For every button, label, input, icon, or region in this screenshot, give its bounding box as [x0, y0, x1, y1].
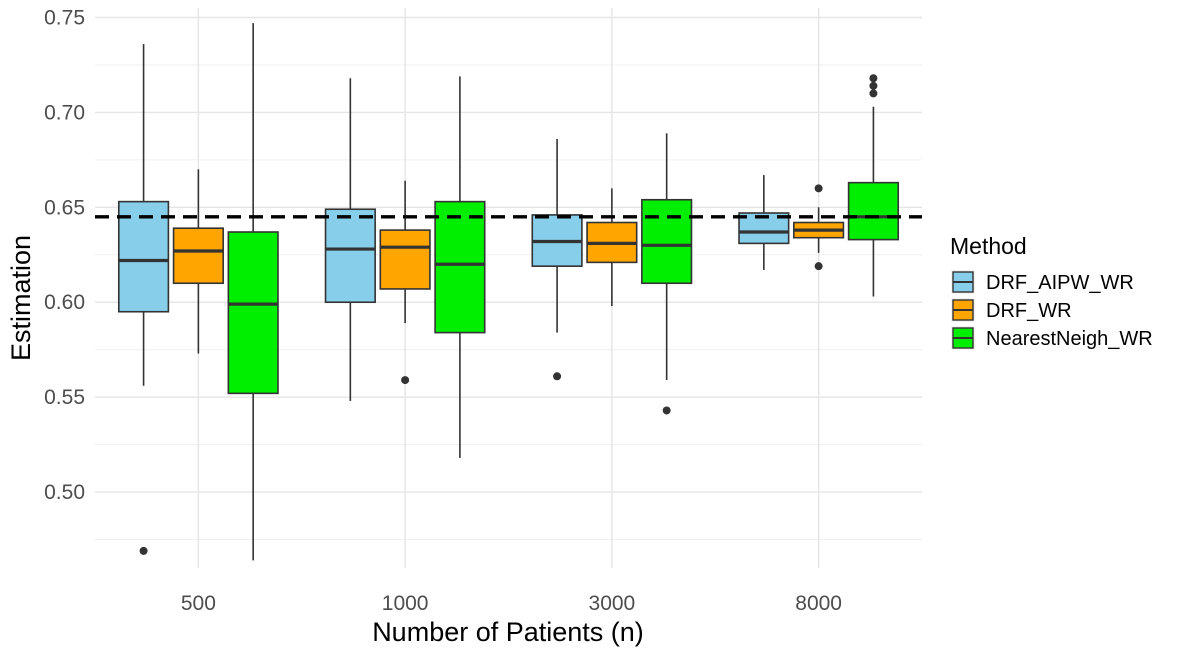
outlier-point — [553, 372, 562, 381]
x-tick-label: 1000 — [382, 592, 429, 615]
box-body — [379, 229, 431, 290]
box-body — [227, 231, 279, 395]
y-axis-title: Estimation — [6, 235, 36, 361]
box-DRF_AIPW_WR-3000 — [531, 138, 583, 381]
outlier-point — [814, 184, 823, 193]
outlier-point — [869, 81, 878, 90]
outlier-point — [814, 262, 823, 271]
box-body — [641, 198, 693, 285]
x-tick-label: 3000 — [589, 592, 636, 615]
outlier-point — [869, 89, 878, 98]
legend-item-DRF_WR: DRF_WR — [951, 298, 1072, 322]
outlier-point — [139, 546, 148, 555]
axes: 0.50 0.55 0.60 0.65 0.70 0.75 500 1000 3000 8000 — [44, 6, 842, 615]
outlier-point — [869, 74, 878, 83]
y-tick-label: 0.60 — [44, 291, 85, 314]
box-DRF_WR-500 — [172, 169, 224, 354]
x-tick-label: 500 — [181, 592, 216, 615]
legend-item-DRF_AIPW_WR: DRF_AIPW_WR — [951, 270, 1134, 294]
box-DRF_WR-3000 — [586, 188, 638, 307]
y-tick-label: 0.70 — [44, 101, 85, 124]
box-NearestNeigh_WR-3000 — [641, 133, 693, 415]
box-NearestNeigh_WR-8000 — [847, 74, 900, 297]
box-DRF_WR-1000 — [379, 180, 431, 385]
x-tick-label: 8000 — [795, 592, 842, 615]
y-tick-label: 0.50 — [44, 481, 85, 504]
legend-label: DRF_WR — [986, 300, 1072, 322]
y-tick-label: 0.65 — [44, 196, 85, 219]
legend-label: NearestNeigh_WR — [986, 328, 1153, 350]
outlier-point — [401, 376, 410, 385]
box-body — [434, 200, 486, 334]
outlier-point — [662, 406, 671, 415]
x-axis-title: Number of Patients (n) — [372, 617, 644, 647]
box-DRF_AIPW_WR-1000 — [324, 78, 376, 401]
box-DRF_AIPW_WR-500 — [117, 44, 170, 555]
box-body — [324, 208, 376, 304]
legend-item-NearestNeigh_WR: NearestNeigh_WR — [951, 326, 1153, 350]
legend-label: DRF_AIPW_WR — [986, 272, 1134, 294]
y-tick-label: 0.75 — [44, 6, 85, 29]
box-DRF_AIPW_WR-8000 — [738, 175, 790, 270]
box-NearestNeigh_WR-500 — [227, 23, 279, 561]
box-DRF_WR-8000 — [793, 184, 845, 271]
grid-lines — [95, 8, 922, 568]
box-body — [847, 181, 900, 241]
box-body — [117, 200, 170, 313]
legend-title: Method — [950, 233, 1027, 259]
legend: Method DRF_AIPW_WR DRF_WR NearestNeigh_WR — [950, 233, 1153, 350]
y-tick-label: 0.55 — [44, 386, 85, 409]
plot-area — [117, 23, 900, 561]
box-body — [172, 227, 224, 285]
box-NearestNeigh_WR-1000 — [434, 76, 486, 458]
